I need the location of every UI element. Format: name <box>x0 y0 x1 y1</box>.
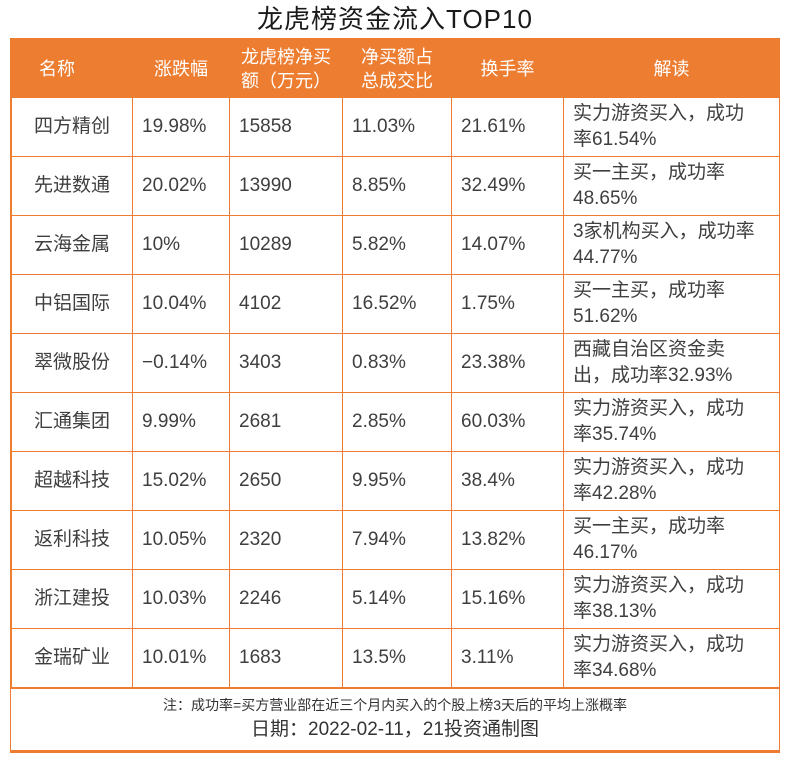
cell-change-pct: 9.99% <box>132 392 230 452</box>
cell-change-pct: 19.98% <box>132 97 230 157</box>
cell-turnover-rate: 15.16% <box>451 569 564 629</box>
capital-inflow-table-container: 名称 涨跌幅 龙虎榜净买额（万元） 净买额占总成交比 换手率 解读 四方精创 19.98% 1… <box>10 38 780 753</box>
cell-name: 返利科技 <box>11 510 133 570</box>
cell-turnover-rate: 21.61% <box>451 97 564 157</box>
cell-net-buy-ratio: 2.85% <box>342 392 452 452</box>
cell-net-buy-amount: 10289 <box>229 215 343 275</box>
capital-inflow-table: 名称 涨跌幅 龙虎榜净买额（万元） 净买额占总成交比 换手率 解读 四方精创 19.98% 1… <box>11 39 780 688</box>
cell-interpretation: 实力游资买入，成功率61.54% <box>563 97 780 157</box>
cell-net-buy-amount: 1683 <box>229 628 343 688</box>
cell-net-buy-amount: 15858 <box>229 97 343 157</box>
cell-net-buy-ratio: 0.83% <box>342 333 452 393</box>
table-row: 汇通集团 9.99% 2681 2.85% 60.03% 实力游资买入，成功率35.74% <box>11 392 780 452</box>
cell-interpretation: 买一主买，成功率51.62% <box>563 274 780 334</box>
table-row: 四方精创 19.98% 15858 11.03% 21.61% 实力游资买入，成功率61.… <box>11 97 780 157</box>
table-row: 中铝国际 10.04% 4102 16.52% 1.75% 买一主买，成功率51.62% <box>11 274 780 334</box>
cell-interpretation: 实力游资买入，成功率38.13% <box>563 569 780 629</box>
cell-change-pct: 10.01% <box>132 628 230 688</box>
cell-change-pct: 10.04% <box>132 274 230 334</box>
table-footer: 注：成功率=买方营业部在近三个月内买入的个股上榜3天后的平均上涨概率 日期：20… <box>11 688 779 750</box>
cell-name: 翠微股份 <box>11 333 133 393</box>
cell-net-buy-ratio: 9.95% <box>342 451 452 511</box>
cell-turnover-rate: 23.38% <box>451 333 564 393</box>
footer-date: 日期：2022-02-11，21投资通制图 <box>251 719 539 740</box>
table-row: 金瑞矿业 10.01% 1683 13.5% 3.11% 实力游资买入，成功率34.68% <box>11 628 780 688</box>
cell-net-buy-amount: 3403 <box>229 333 343 393</box>
cell-interpretation: 实力游资买入，成功率34.68% <box>563 628 780 688</box>
cell-net-buy-ratio: 7.94% <box>342 510 452 570</box>
cell-interpretation: 实力游资买入，成功率35.74% <box>563 392 780 452</box>
cell-name: 金瑞矿业 <box>11 628 133 688</box>
page-title: 龙虎榜资金流入TOP10 <box>257 4 533 34</box>
cell-name: 汇通集团 <box>11 392 133 452</box>
cell-turnover-rate: 60.03% <box>451 392 564 452</box>
cell-interpretation: 实力游资买入，成功率42.28% <box>563 451 780 511</box>
cell-net-buy-ratio: 8.85% <box>342 156 452 216</box>
cell-interpretation: 3家机构买入，成功率44.77% <box>563 215 780 275</box>
cell-turnover-rate: 38.4% <box>451 451 564 511</box>
cell-net-buy-ratio: 13.5% <box>342 628 452 688</box>
cell-name: 中铝国际 <box>11 274 133 334</box>
table-row: 翠微股份 −0.14% 3403 0.83% 23.38% 西藏自治区资金卖出，成功率32… <box>11 333 780 393</box>
cell-net-buy-ratio: 5.82% <box>342 215 452 275</box>
table-row: 超越科技 15.02% 2650 9.95% 38.4% 实力游资买入，成功率42.28% <box>11 451 780 511</box>
column-header-name: 名称 <box>11 39 133 98</box>
cell-interpretation: 买一主买，成功率46.17% <box>563 510 780 570</box>
cell-net-buy-amount: 2650 <box>229 451 343 511</box>
cell-change-pct: 15.02% <box>132 451 230 511</box>
cell-change-pct: 20.02% <box>132 156 230 216</box>
cell-net-buy-amount: 4102 <box>229 274 343 334</box>
cell-turnover-rate: 1.75% <box>451 274 564 334</box>
header-row: 名称 涨跌幅 龙虎榜净买额（万元） 净买额占总成交比 换手率 解读 <box>11 39 780 98</box>
cell-net-buy-ratio: 11.03% <box>342 97 452 157</box>
cell-turnover-rate: 14.07% <box>451 215 564 275</box>
cell-name: 云海金属 <box>11 215 133 275</box>
cell-net-buy-amount: 2246 <box>229 569 343 629</box>
table-row: 浙江建投 10.03% 2246 5.14% 15.16% 实力游资买入，成功率38.13… <box>11 569 780 629</box>
cell-name: 浙江建投 <box>11 569 133 629</box>
cell-change-pct: 10.05% <box>132 510 230 570</box>
column-header-net-buy-amount: 龙虎榜净买额（万元） <box>229 39 343 98</box>
cell-net-buy-amount: 2681 <box>229 392 343 452</box>
cell-turnover-rate: 13.82% <box>451 510 564 570</box>
cell-change-pct: −0.14% <box>132 333 230 393</box>
cell-net-buy-ratio: 5.14% <box>342 569 452 629</box>
table-row: 先进数通 20.02% 13990 8.85% 32.49% 买一主买，成功率48.65% <box>11 156 780 216</box>
cell-interpretation: 买一主买，成功率48.65% <box>563 156 780 216</box>
cell-net-buy-ratio: 16.52% <box>342 274 452 334</box>
cell-name: 超越科技 <box>11 451 133 511</box>
table-row: 返利科技 10.05% 2320 7.94% 13.82% 买一主买，成功率46.17% <box>11 510 780 570</box>
cell-change-pct: 10.03% <box>132 569 230 629</box>
cell-turnover-rate: 32.49% <box>451 156 564 216</box>
cell-net-buy-amount: 2320 <box>229 510 343 570</box>
table-row: 云海金属 10% 10289 5.82% 14.07% 3家机构买入，成功率44.77% <box>11 215 780 275</box>
cell-net-buy-amount: 13990 <box>229 156 343 216</box>
cell-change-pct: 10% <box>132 215 230 275</box>
cell-interpretation: 西藏自治区资金卖出，成功率32.93% <box>563 333 780 393</box>
column-header-change-pct: 涨跌幅 <box>132 39 230 98</box>
cell-name: 四方精创 <box>11 97 133 157</box>
column-header-interpretation: 解读 <box>563 39 780 98</box>
cell-turnover-rate: 3.11% <box>451 628 564 688</box>
cell-name: 先进数通 <box>11 156 133 216</box>
table-body: 四方精创 19.98% 15858 11.03% 21.61% 实力游资买入，成功率61.… <box>11 97 780 688</box>
footer-note: 注：成功率=买方营业部在近三个月内买入的个股上榜3天后的平均上涨概率 <box>163 697 627 713</box>
column-header-turnover-rate: 换手率 <box>451 39 564 98</box>
column-header-net-buy-ratio: 净买额占总成交比 <box>342 39 452 98</box>
